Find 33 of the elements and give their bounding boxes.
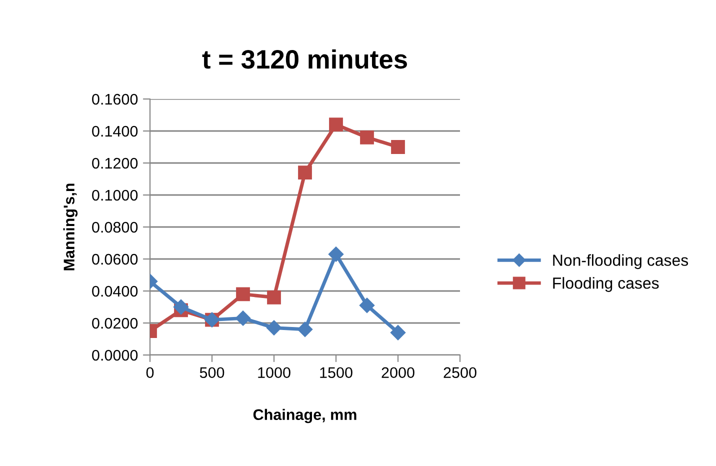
- y-tick-label: 0.0600: [92, 254, 138, 265]
- x-tick-label: 1500: [320, 367, 352, 378]
- point: [297, 322, 313, 337]
- legend-label: Flooding cases: [553, 277, 659, 292]
- point: [267, 290, 281, 304]
- point: [298, 166, 312, 180]
- point: [360, 130, 374, 144]
- y-tick-label: 0.1000: [92, 190, 138, 201]
- point: [266, 320, 282, 336]
- y-tick-label: 0.1400: [92, 126, 138, 137]
- chart-title: t = 3120 minutes: [202, 49, 407, 69]
- y-tick-label: 0.0800: [92, 222, 138, 233]
- x-tick-label: 500: [200, 367, 224, 378]
- y-tick-label: 0.0200: [92, 318, 138, 329]
- point: [173, 299, 189, 315]
- y-tick-label: 0.0400: [92, 286, 138, 297]
- point: [390, 325, 406, 340]
- x-tick-label: 1000: [258, 367, 290, 378]
- point: [329, 118, 343, 132]
- y-axis-title: Manning's,n: [63, 184, 78, 270]
- x-tick-label: 2500: [444, 367, 476, 378]
- point: [328, 246, 344, 262]
- point: [359, 298, 375, 313]
- x-tick-label: 2000: [382, 367, 414, 378]
- x-tick-label: 0: [146, 367, 154, 378]
- point: [391, 140, 405, 154]
- legend-label: Non-flooding cases: [553, 254, 688, 270]
- point: [235, 310, 251, 326]
- y-tick-label: 0.0000: [92, 350, 138, 361]
- x-axis-title: Chainage, mm: [253, 408, 356, 424]
- y-tick-label: 0.1600: [92, 94, 138, 105]
- point: [236, 287, 250, 302]
- y-tick-label: 0.1200: [92, 158, 138, 169]
